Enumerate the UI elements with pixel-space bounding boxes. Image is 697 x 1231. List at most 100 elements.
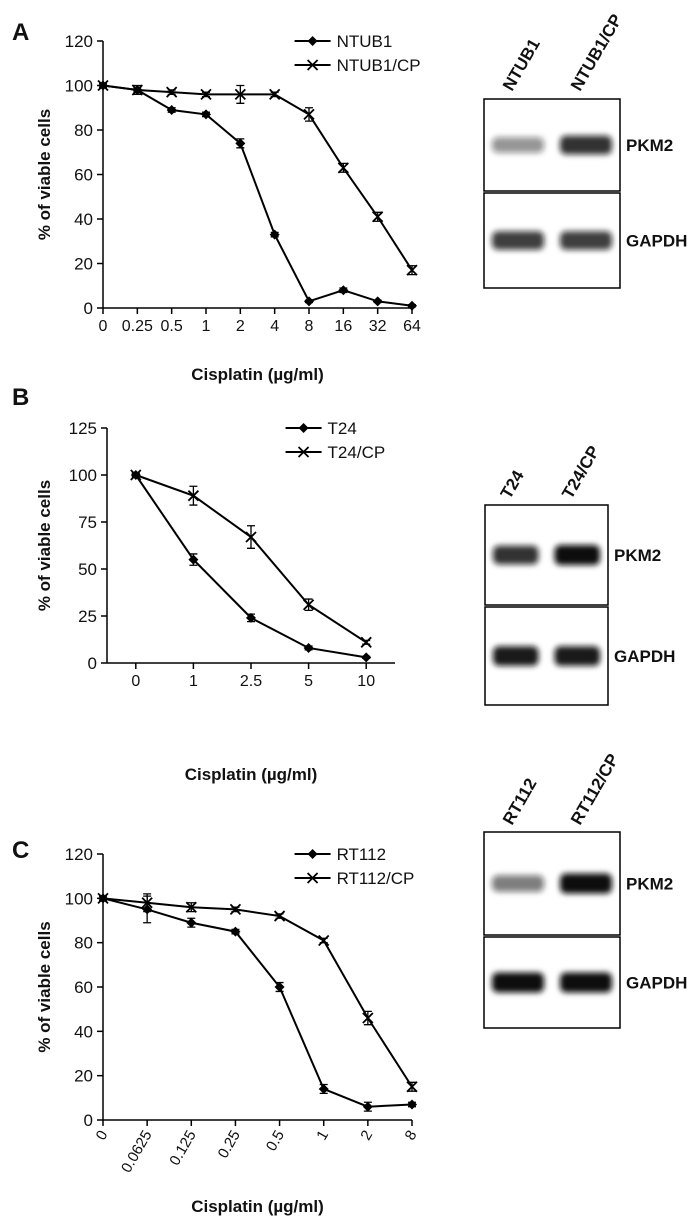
y-tick-label: 120: [65, 845, 93, 864]
blot-band: [560, 135, 612, 155]
marker: [338, 285, 349, 296]
marker: [362, 1012, 374, 1024]
y-axis-label: % of viable cells: [35, 480, 54, 611]
y-tick-label: 75: [78, 513, 97, 532]
x-tick-label: 5: [304, 673, 313, 690]
y-tick-label: 0: [84, 1111, 93, 1130]
y-axis-label: % of viable cells: [35, 109, 54, 240]
blot-row-label: PKM2: [614, 546, 661, 565]
legend-label: RT112/CP: [337, 869, 415, 888]
marker: [303, 642, 314, 653]
marker: [130, 469, 142, 481]
blot-lane-label: T24/CP: [558, 443, 603, 502]
marker: [200, 88, 212, 101]
y-tick-label: 80: [74, 121, 93, 140]
marker: [230, 926, 241, 937]
blot-row-label: GAPDH: [626, 974, 687, 993]
y-tick-label: 0: [84, 299, 93, 318]
legend-marker: [298, 423, 309, 433]
marker: [97, 892, 109, 904]
y-tick-label: 120: [65, 32, 93, 51]
y-tick-label: 40: [74, 1022, 93, 1041]
marker: [302, 599, 315, 611]
y-tick-label: 100: [65, 77, 93, 96]
blot-band: [560, 972, 612, 993]
marker: [234, 88, 246, 101]
blot-band: [560, 873, 612, 894]
series-line: [102, 84, 413, 271]
panel-letter: B: [12, 384, 29, 411]
marker: [273, 910, 286, 922]
blot-band: [492, 137, 544, 153]
legend-label: T24: [328, 419, 357, 438]
panel-letter: C: [12, 837, 29, 864]
marker: [185, 901, 197, 913]
blot-band: [492, 972, 544, 993]
x-tick-label: 0.125: [166, 1128, 199, 1169]
x-tick-label: 1: [189, 673, 198, 690]
x-axis-label: Cisplatin (µg/ml): [185, 765, 318, 784]
x-tick-label: 64: [403, 318, 421, 335]
marker: [141, 897, 153, 909]
legend-label: NTUB1: [337, 32, 393, 51]
y-tick-label: 25: [78, 607, 97, 626]
x-tick-label: 2.5: [240, 673, 262, 690]
marker: [361, 652, 372, 663]
marker: [166, 104, 177, 115]
legend-marker: [306, 872, 319, 884]
marker: [406, 1081, 418, 1093]
blot-band: [493, 545, 539, 565]
blot-lane-label: NTUB1/CP: [567, 11, 626, 94]
legend-label: T24/CP: [328, 443, 386, 462]
x-tick-label: 0.5: [263, 1128, 288, 1155]
series-line: [102, 897, 413, 1088]
x-tick-label: 4: [270, 318, 279, 335]
series-line: [134, 474, 367, 659]
x-axis-label: Cisplatin (µg/ml): [191, 365, 324, 384]
marker: [372, 211, 384, 223]
legend-label: NTUB1/CP: [337, 56, 421, 75]
x-tick-label: 1: [313, 1128, 332, 1144]
panel-letter: A: [12, 19, 29, 46]
blot-row-label: GAPDH: [614, 647, 675, 666]
blot-row-label: PKM2: [626, 136, 673, 155]
marker: [245, 531, 257, 543]
blot-band: [560, 231, 612, 250]
marker: [246, 612, 256, 623]
y-tick-label: 40: [74, 210, 93, 229]
legend-marker: [297, 446, 310, 458]
series-line: [102, 84, 413, 307]
marker: [406, 264, 418, 276]
x-tick-label: 10: [357, 673, 375, 690]
blot-lane-label: NTUB1: [499, 35, 544, 94]
y-tick-label: 50: [78, 560, 97, 579]
x-tick-label: 16: [334, 318, 352, 335]
marker: [407, 300, 417, 311]
marker: [407, 1099, 417, 1110]
y-tick-label: 100: [65, 889, 93, 908]
x-tick-label: 0.25: [215, 1128, 244, 1162]
blot-row-label: GAPDH: [626, 232, 687, 251]
blot-lane-label: T24: [497, 467, 528, 502]
x-tick-label: 8: [305, 318, 314, 335]
marker: [372, 296, 383, 307]
marker: [269, 229, 280, 240]
marker: [229, 903, 242, 916]
y-tick-label: 80: [74, 934, 93, 953]
y-tick-label: 100: [69, 466, 97, 485]
marker: [201, 109, 211, 120]
legend-label: RT112: [337, 845, 386, 864]
marker: [188, 554, 199, 565]
marker: [318, 1083, 329, 1094]
blot-band: [554, 545, 600, 565]
marker: [97, 79, 109, 92]
y-tick-label: 20: [74, 1067, 93, 1086]
x-tick-label: 32: [369, 318, 387, 335]
blot-band: [492, 875, 544, 892]
x-tick-label: 0.0625: [118, 1128, 156, 1176]
blot-lane-label: RT112/CP: [567, 751, 623, 828]
x-tick-label: 1: [202, 318, 211, 335]
marker: [303, 108, 315, 121]
y-tick-label: 60: [74, 166, 93, 185]
